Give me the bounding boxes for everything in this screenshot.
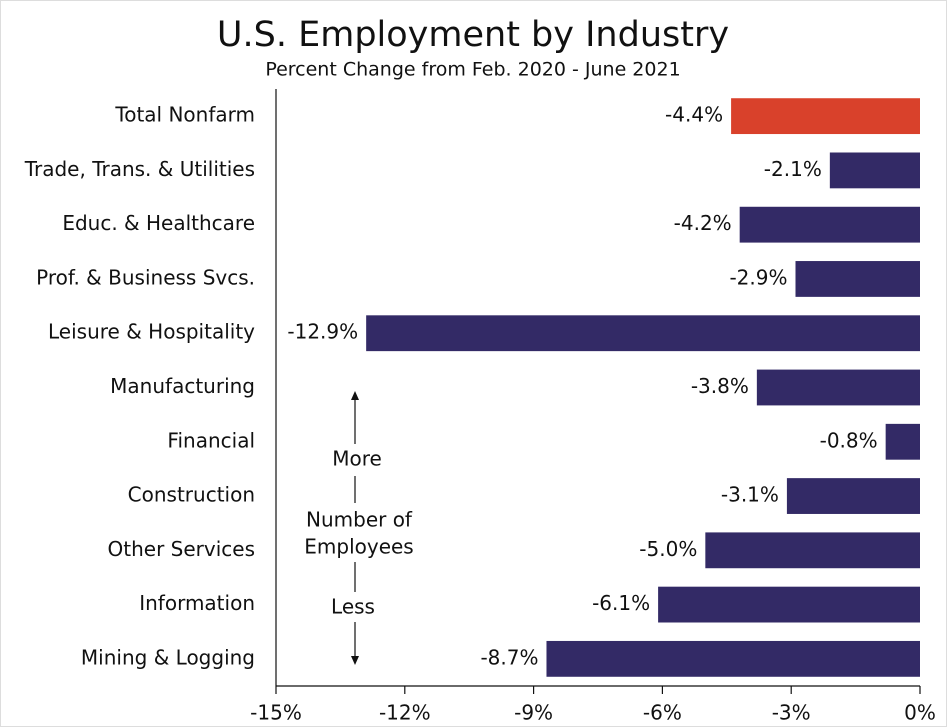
y-tick-label: Manufacturing (110, 374, 255, 398)
value-label: -5.0% (639, 537, 697, 561)
bar (731, 98, 920, 135)
bar (786, 478, 920, 514)
value-label: -2.9% (729, 265, 787, 289)
chart-title: U.S. Employment by Industry (217, 15, 729, 55)
value-label: -4.2% (674, 211, 732, 235)
value-label: -3.8% (691, 374, 749, 398)
bar (795, 261, 920, 297)
y-tick-label: Information (139, 591, 255, 615)
x-tick-label: -15% (250, 701, 302, 725)
y-tick-label: Prof. & Business Svcs. (36, 265, 255, 289)
bar (546, 640, 920, 677)
value-label: -6.1% (592, 591, 650, 615)
annotation: Less (331, 595, 375, 619)
bar (756, 369, 920, 406)
annotation: More (332, 447, 382, 471)
x-tick-label: 0% (904, 701, 936, 725)
y-tick-label: Educ. & Healthcare (62, 211, 255, 235)
value-label: -8.7% (480, 645, 538, 669)
value-label: -3.1% (721, 483, 779, 507)
y-tick-label: Construction (128, 483, 255, 507)
bar (739, 206, 920, 243)
y-tick-label: Leisure & Hospitality (48, 320, 255, 344)
y-tick-label: Total Nonfarm (114, 103, 255, 127)
annotation: Employees (304, 535, 413, 559)
y-tick-label: Financial (167, 428, 255, 452)
value-label: -0.8% (820, 428, 878, 452)
chart-subtitle: Percent Change from Feb. 2020 - June 202… (265, 59, 680, 81)
bar (829, 152, 920, 189)
x-tick-label: -9% (514, 701, 553, 725)
y-tick-label: Other Services (108, 537, 255, 561)
x-tick-label: -6% (643, 701, 682, 725)
x-tick-label: -12% (379, 701, 431, 725)
value-label: -2.1% (764, 157, 822, 181)
bar (658, 586, 920, 623)
y-tick-label: Trade, Trans. & Utilities (24, 157, 255, 181)
bar (705, 532, 920, 569)
annotation: Number of (306, 508, 413, 532)
value-label: -12.9% (287, 320, 358, 344)
value-label: -4.4% (665, 103, 723, 127)
y-tick-label: Mining & Logging (81, 645, 255, 669)
x-tick-label: -3% (772, 701, 811, 725)
bar (366, 315, 920, 352)
bar (885, 423, 920, 460)
